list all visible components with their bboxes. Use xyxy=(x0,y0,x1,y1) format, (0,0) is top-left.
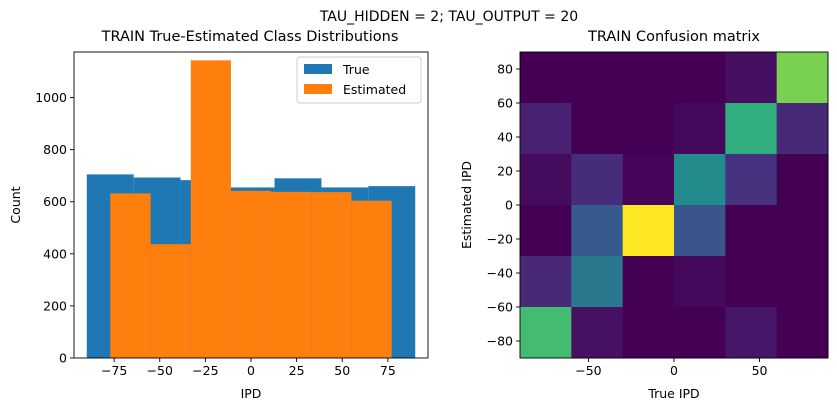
confusion-cell-r3-c5 xyxy=(776,205,829,257)
confusion-cell-r0-c0 xyxy=(520,52,572,104)
confusion-cell-r0-c1 xyxy=(571,52,624,104)
estimated-bar-2 xyxy=(190,60,231,358)
confusion-cell-r5-c3 xyxy=(674,307,726,359)
confusion-y-tick-label: 80 xyxy=(497,62,513,77)
histogram-x-tick-label: 25 xyxy=(289,363,305,378)
confusion-cell-r4-c0 xyxy=(520,256,572,308)
estimated-bar-5 xyxy=(311,192,352,358)
confusion-matrix-panel: TRAIN Confusion matrix −50 0 50 −80−60−40−… xyxy=(459,29,829,401)
histogram-y-tick-label: 0 xyxy=(59,351,67,366)
confusion-cell-r5-c2 xyxy=(622,307,675,359)
confusion-cell-r1-c3 xyxy=(674,103,726,155)
legend-label-true: True xyxy=(342,62,370,77)
estimated-bar-0 xyxy=(110,193,151,358)
estimated-bar-6 xyxy=(351,200,392,358)
confusion-cell-r1-c2 xyxy=(622,103,675,155)
confusion-cell-r2-c3 xyxy=(674,154,726,206)
confusion-cell-r0-c3 xyxy=(674,52,726,104)
confusion-cell-r2-c5 xyxy=(776,154,829,206)
confusion-cell-r1-c0 xyxy=(520,103,572,155)
confusion-cell-r5-c0 xyxy=(520,307,572,359)
confusion-y-tick-label: 40 xyxy=(497,130,513,145)
histogram-x-tick-label: 0 xyxy=(247,363,255,378)
confusion-cell-r3-c3 xyxy=(674,205,726,257)
confusion-matrix-y-label: Estimated IPD xyxy=(459,161,474,249)
legend-swatch-estimated xyxy=(304,84,332,94)
confusion-cell-r2-c1 xyxy=(571,154,624,206)
histogram-x-tick-label: −75 xyxy=(101,363,127,378)
histogram-y-tick-label: 200 xyxy=(43,298,67,313)
confusion-matrix-x-ticks: −50 0 50 xyxy=(575,358,768,378)
confusion-cell-r0-c5 xyxy=(776,52,829,104)
confusion-cell-r1-c5 xyxy=(776,103,829,155)
confusion-y-tick-label: −20 xyxy=(487,232,513,247)
confusion-y-tick-label: 0 xyxy=(505,198,513,213)
confusion-cell-r4-c1 xyxy=(571,256,624,308)
confusion-cell-r3-c4 xyxy=(725,205,778,257)
histogram-y-tick-label: 800 xyxy=(43,142,67,157)
confusion-cell-r4-c2 xyxy=(622,256,675,308)
confusion-cell-r4-c4 xyxy=(725,256,778,308)
confusion-cell-r1-c4 xyxy=(725,103,778,155)
legend: True Estimated xyxy=(296,56,422,104)
legend-swatch-true xyxy=(304,64,332,74)
confusion-matrix-cells xyxy=(520,52,829,359)
confusion-cell-r3-c0 xyxy=(520,205,572,257)
histogram-panel: TRAIN True-Estimated Class Distributions… xyxy=(8,29,429,401)
histogram-y-tick-label: 1000 xyxy=(35,90,67,105)
confusion-cell-r3-c1 xyxy=(571,205,624,257)
confusion-y-tick-label: −60 xyxy=(487,300,513,315)
histogram-x-tick-label: 75 xyxy=(380,363,396,378)
confusion-x-tick-label: 0 xyxy=(670,363,678,378)
confusion-x-tick-label: −50 xyxy=(575,363,601,378)
confusion-cell-r1-c1 xyxy=(571,103,624,155)
estimated-bar-3 xyxy=(230,190,272,358)
histogram-y-tick-label: 400 xyxy=(43,246,67,261)
confusion-cell-r3-c2 xyxy=(622,205,675,257)
confusion-cell-r4-c3 xyxy=(674,256,726,308)
estimated-bar-4 xyxy=(271,191,312,358)
confusion-cell-r4-c5 xyxy=(776,256,829,308)
estimated-bar-1 xyxy=(150,244,191,358)
histogram-y-label: Count xyxy=(8,186,23,223)
figure-suptitle: TAU_HIDDEN = 2; TAU_OUTPUT = 20 xyxy=(319,9,578,25)
histogram-y-ticks: 0 200 400 600 800 1000 xyxy=(35,90,74,366)
confusion-y-tick-label: −80 xyxy=(487,334,513,349)
legend-label-estimated: Estimated xyxy=(343,82,406,97)
confusion-cell-r2-c0 xyxy=(520,154,572,206)
histogram-title: TRAIN True-Estimated Class Distributions xyxy=(101,29,399,45)
confusion-y-tick-label: 20 xyxy=(497,164,513,179)
confusion-x-tick-label: 50 xyxy=(752,363,768,378)
confusion-cell-r5-c1 xyxy=(571,307,624,359)
histogram-x-ticks: −75 −50 −25 0 25 50 75 xyxy=(101,358,396,378)
histogram-x-tick-label: 50 xyxy=(334,363,350,378)
confusion-cell-r0-c2 xyxy=(622,52,675,104)
confusion-matrix-y-ticks: −80 −60 −40 −20 0 20 40 60 80 xyxy=(487,62,520,349)
confusion-y-tick-label: 60 xyxy=(497,96,513,111)
confusion-cell-r0-c4 xyxy=(725,52,778,104)
confusion-matrix-title: TRAIN Confusion matrix xyxy=(587,29,760,45)
confusion-matrix-x-label: True IPD xyxy=(647,386,699,401)
histogram-x-tick-label: −25 xyxy=(192,363,218,378)
histogram-x-label: IPD xyxy=(241,386,262,401)
confusion-cell-r5-c5 xyxy=(776,307,829,359)
confusion-y-tick-label: −40 xyxy=(487,266,513,281)
confusion-cell-r2-c4 xyxy=(725,154,778,206)
histogram-bars xyxy=(86,60,416,358)
confusion-cell-r5-c4 xyxy=(725,307,778,359)
histogram-y-tick-label: 600 xyxy=(43,194,67,209)
histogram-x-tick-label: −50 xyxy=(147,363,173,378)
confusion-cell-r2-c2 xyxy=(622,154,675,206)
